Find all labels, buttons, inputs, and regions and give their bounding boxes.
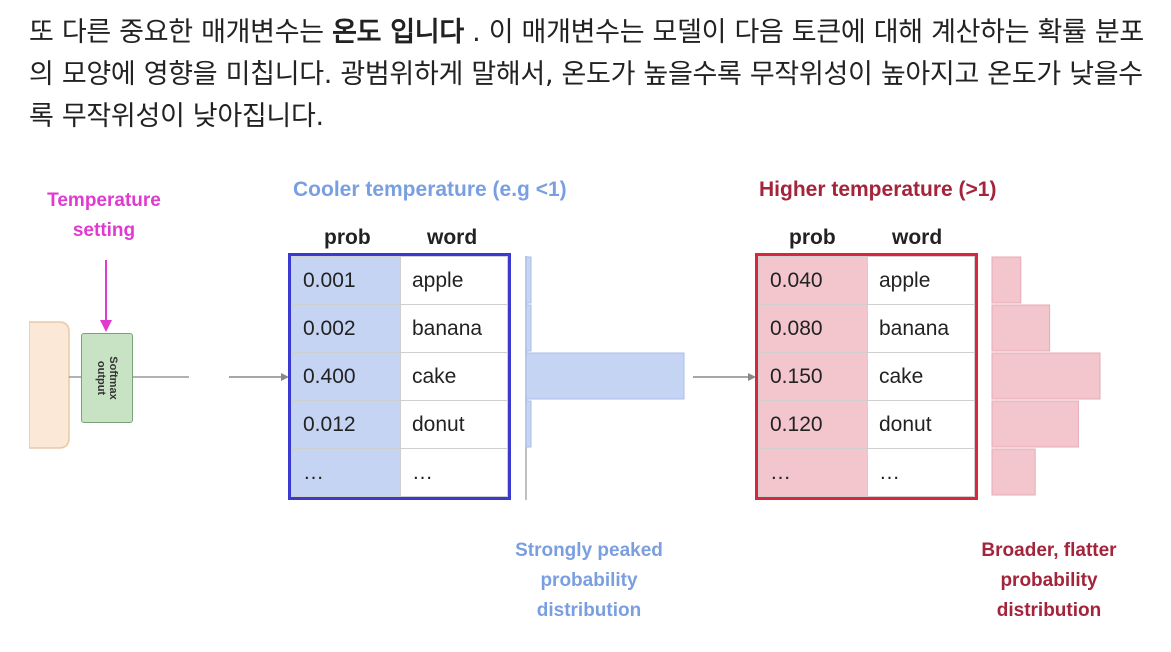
prob-cell: … <box>758 448 868 497</box>
table-row: 0.080 banana <box>758 304 975 353</box>
cool-caption-line-1: Strongly peaked <box>515 540 663 561</box>
cool-histogram-bar-1 <box>525 304 532 352</box>
hot-caption: Broader, flatter probability distributio… <box>959 536 1139 626</box>
word-cell: banana <box>400 304 508 353</box>
table-row: 0.150 cake <box>758 352 975 401</box>
prob-cell: … <box>291 448 401 497</box>
cool-histogram-bar-3 <box>525 400 532 448</box>
word-cell: … <box>400 448 508 497</box>
intro-paragraph: 또 다른 중요한 매개변수는 온도 입니다 . 이 매개변수는 모델이 다음 토… <box>29 12 1149 138</box>
cool-histogram <box>525 256 685 448</box>
word-cell: … <box>867 448 975 497</box>
prob-cell: 0.040 <box>758 256 868 305</box>
temperature-setting-line-1: Temperature <box>47 190 161 211</box>
table-row: 0.002 banana <box>291 304 508 353</box>
word-cell: donut <box>400 400 508 449</box>
hot-histogram-bar-0 <box>991 256 1022 304</box>
word-cell: apple <box>867 256 975 305</box>
model-block <box>29 321 70 449</box>
prob-cell: 0.001 <box>291 256 401 305</box>
intro-text-1: 또 다른 중요한 매개변수는 <box>29 17 333 48</box>
cool-caption-line-2: probability <box>540 570 638 591</box>
intro-text-2: . 이 매개변수는 모델이 다음 토큰에 대해 계산하는 확률 분포의 모양에 … <box>29 17 1144 132</box>
hot-caption-line-3: distribution <box>996 600 1102 621</box>
word-cell: cake <box>400 352 508 401</box>
hot-histogram-bar-3 <box>991 400 1079 448</box>
temperature-setting-line-2: setting <box>72 220 136 241</box>
word-cell: apple <box>400 256 508 305</box>
softmax-label-line-2: output <box>95 360 107 396</box>
arrow-to-cool-table-head <box>281 373 289 381</box>
hot-col-prob: prob <box>789 226 836 249</box>
prob-cell: 0.012 <box>291 400 401 449</box>
table-row: …… <box>758 448 975 497</box>
prob-cell: 0.120 <box>758 400 868 449</box>
softmax-label-line-1: Softmax <box>107 356 119 400</box>
hot-histogram <box>991 256 1101 496</box>
cool-col-word: word <box>427 226 478 249</box>
cool-histogram-bar-0 <box>525 256 532 304</box>
softmax-label: Softmax output <box>95 356 119 399</box>
temperature-setting-label: Temperature setting <box>29 186 179 246</box>
softmax-box: Softmax output <box>81 333 133 423</box>
table-row: 0.001 apple <box>291 256 508 305</box>
prob-cell: 0.002 <box>291 304 401 353</box>
intro-bold-term: 온도 입니다 <box>332 17 464 48</box>
cool-caption-line-3: distribution <box>536 600 642 621</box>
word-cell: banana <box>867 304 975 353</box>
hot-caption-line-2: probability <box>1000 570 1098 591</box>
temperature-diagram: Temperature setting Softmax output Cooler… <box>29 170 1139 640</box>
table-row: 0.120 donut <box>758 400 975 449</box>
cool-title: Cooler temperature (e.g <1) <box>293 178 567 201</box>
cool-histogram-bar-2 <box>525 352 685 400</box>
arrow-to-hot-table-head <box>748 373 756 381</box>
prob-cell: 0.150 <box>758 352 868 401</box>
hot-probability-table: 0.040 apple 0.080 banana 0.150 cake 0.120 do… <box>755 253 978 500</box>
hot-histogram-bar-1 <box>991 304 1051 352</box>
hot-title: Higher temperature (>1) <box>759 178 997 201</box>
prob-cell: 0.080 <box>758 304 868 353</box>
table-row: 0.012 donut <box>291 400 508 449</box>
cool-caption: Strongly peaked probability distribution <box>489 536 689 626</box>
hot-caption-line-1: Broader, flatter <box>981 540 1117 561</box>
temperature-arrow-head <box>100 320 112 332</box>
word-cell: donut <box>867 400 975 449</box>
hot-histogram-bar-4 <box>991 448 1036 496</box>
cool-probability-table: 0.001 apple 0.002 banana 0.400 cake 0.012 do… <box>288 253 511 500</box>
word-cell: cake <box>867 352 975 401</box>
table-row: …… <box>291 448 508 497</box>
table-row: 0.400 cake <box>291 352 508 401</box>
hot-col-word: word <box>892 226 943 249</box>
prob-cell: 0.400 <box>291 352 401 401</box>
table-row: 0.040 apple <box>758 256 975 305</box>
cool-col-prob: prob <box>324 226 371 249</box>
hot-histogram-bar-2 <box>991 352 1101 400</box>
diagram-canvas <box>29 256 1101 500</box>
